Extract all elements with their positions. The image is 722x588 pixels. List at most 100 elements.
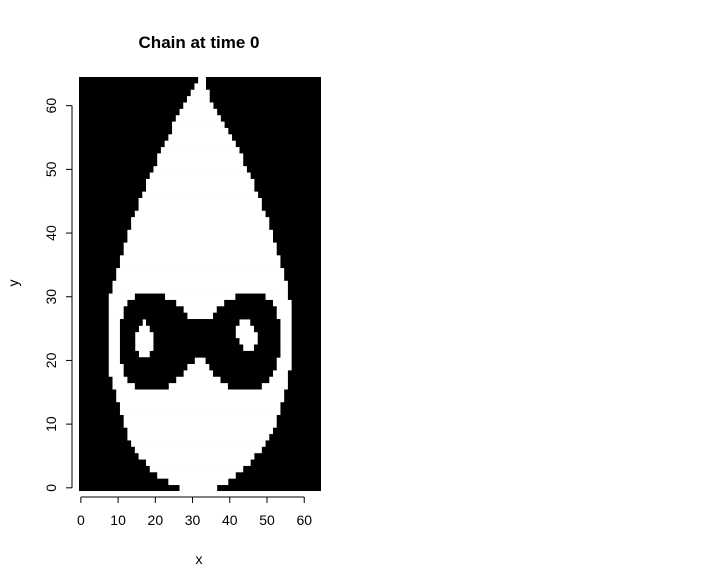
mask-row [153,166,247,173]
x-tick-label: 0 [77,512,85,528]
glasses-segment [153,338,240,345]
glasses-region [119,293,281,390]
mask-row [108,293,288,301]
mask-row [146,459,251,466]
glasses-segment [257,338,281,345]
y-axis-label: y [5,280,21,287]
mask-row [146,185,255,193]
mask-row [123,420,277,428]
mask-row [172,121,225,129]
glasses-segment [235,293,266,301]
glasses-segment [123,369,184,377]
mask-row [108,357,292,365]
mask-row [108,363,292,371]
mask-row [168,134,233,142]
mask-row [157,471,236,479]
y-tick-label: 50 [43,161,59,177]
mask-row [131,217,270,224]
glasses-segment [213,369,273,377]
mask-row [164,140,236,148]
glasses-segment [123,312,188,320]
x-tick-label: 20 [148,512,164,528]
glasses-segment [253,325,281,333]
y-tick-label: 30 [43,289,59,305]
mask-row [160,147,240,154]
x-tick-label: 30 [185,512,201,528]
mask-row [131,223,270,231]
mask-row [127,229,274,237]
mask-row [149,465,244,473]
glasses-segment [119,344,136,352]
glasses-segment [127,299,177,307]
mask-row [175,115,221,122]
mask-row [116,389,285,396]
mask-row [123,242,277,250]
mask-row [123,414,277,422]
glasses-segment [153,331,236,339]
mask-row [138,204,262,212]
glasses-segment [250,319,281,326]
glasses-segment [123,363,188,371]
mask-row [127,236,274,243]
mask-row [146,178,255,186]
glasses-segment [149,350,281,358]
glasses-segment [153,344,244,352]
y-tick-label: 10 [43,416,59,432]
mask-row [116,274,285,282]
mask-row [112,382,288,390]
mask-row [149,172,251,180]
glasses-segment [224,299,273,307]
x-tick-label: 10 [110,512,126,528]
mask-row [108,369,288,377]
mask-row [108,299,292,307]
mask-row [108,306,292,314]
x-tick-label: 60 [296,512,312,528]
mask-row [108,312,292,320]
raster-grid [79,77,321,492]
glasses-segment [119,325,139,333]
mask-row [190,89,210,97]
glasses-segment [119,338,136,345]
mask-row [134,446,262,454]
mask-row [116,268,285,275]
chart-title: Chain at time 0 [139,33,260,52]
glasses-segment [213,312,277,320]
mask-row [123,248,277,256]
mask-row [134,210,266,218]
glasses-segment [257,331,281,339]
glasses-segment [209,363,277,371]
x-tick-label: 50 [259,512,275,528]
glasses-segment [134,382,169,390]
glasses-segment [149,325,236,333]
mask-row [198,77,206,84]
glasses-segment [220,376,270,384]
mask-row [179,108,218,116]
x-axis-label: x [196,551,203,567]
mask-row [142,191,259,199]
mask-row [112,287,288,294]
mask-row [127,433,270,441]
glasses-segment [119,350,139,358]
mask-row [179,484,218,492]
glasses-segment [216,306,277,314]
glasses-segment [127,376,177,384]
mask-row [186,96,210,103]
y-tick-label: 60 [43,98,59,114]
mask-row [119,255,281,263]
glasses-segment [146,319,240,326]
mask-row [112,280,288,288]
mask-row [183,102,214,110]
glasses-segment [227,382,262,390]
glasses-segment [119,331,136,339]
mask-row [157,159,244,167]
mask-row [138,198,262,205]
mask-row [168,478,229,486]
glasses-segment [253,344,281,352]
mask-row [138,452,255,460]
glasses-segment [205,357,277,365]
y-tick-label: 20 [43,352,59,368]
mask-row [112,376,288,384]
mask-row [119,408,281,415]
y-tick-label: 40 [43,225,59,241]
